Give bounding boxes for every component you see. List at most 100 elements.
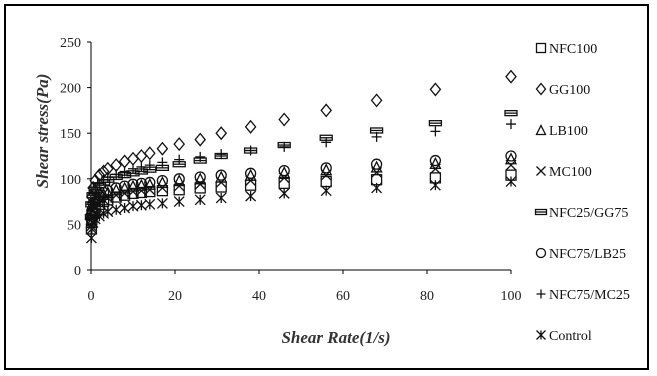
legend-item: NFC75/LB25 [535, 247, 626, 262]
data-point [110, 204, 122, 216]
legend-marker [535, 247, 547, 259]
data-point [506, 119, 516, 130]
legend-label: MC100 [549, 165, 592, 180]
x-tick-label: 20 [168, 289, 182, 304]
data-point [244, 119, 257, 134]
chart-svg: 0 50 100 150 200 250 0 20 40 60 80 100 NFC100 GG100 L… [33, 36, 630, 347]
data-point [244, 167, 257, 179]
legend-item: NFC25/GG75 [534, 206, 628, 221]
series-nfc100 [85, 169, 517, 235]
legend-marker [535, 124, 547, 136]
legend-marker [536, 330, 546, 340]
data-point [135, 177, 148, 190]
data-point [118, 180, 131, 192]
data-point [429, 179, 441, 191]
x-tick-label: 100 [501, 289, 522, 304]
legend-label: NFC25/GG75 [549, 206, 628, 221]
data-point [320, 103, 333, 118]
data-point [371, 166, 383, 178]
data-point [216, 149, 227, 160]
legend-label: NFC75/MC25 [549, 288, 630, 303]
legend-label: Control [549, 329, 592, 344]
y-tick-label: 200 [60, 82, 81, 97]
data-point [320, 185, 332, 197]
data-point [156, 197, 168, 209]
data-point [86, 223, 98, 235]
data-point [215, 169, 227, 181]
data-point [370, 93, 383, 108]
legend-item: LB100 [535, 124, 588, 139]
legend-label: GG100 [549, 83, 590, 98]
data-point [429, 163, 441, 175]
data-point [128, 163, 138, 174]
data-point [504, 152, 518, 165]
data-point [278, 177, 290, 190]
series-mc100 [85, 159, 517, 232]
data-point [504, 109, 518, 117]
data-point [278, 112, 291, 127]
data-point [194, 182, 206, 194]
data-point [110, 182, 122, 194]
legend-label: NFC100 [549, 42, 597, 57]
legend-label: NFC75/LB25 [549, 247, 626, 262]
data-point [195, 151, 206, 162]
y-axis-title: Shear stress(Pa) [33, 74, 52, 189]
legend-marker [536, 166, 546, 176]
legend-marker [535, 82, 547, 96]
data-point [245, 190, 257, 202]
data-point [430, 126, 441, 137]
data-point [278, 164, 290, 177]
legend-item: MC100 [536, 165, 592, 180]
data-point [429, 82, 442, 97]
data-point [102, 206, 114, 218]
data-point [194, 194, 206, 206]
plot-marks [84, 69, 518, 244]
x-tick-label: 80 [420, 289, 434, 304]
data-point [86, 197, 97, 208]
data-point [173, 196, 185, 208]
data-point [505, 69, 517, 84]
data-point [173, 184, 185, 196]
data-point [429, 154, 442, 167]
data-point [135, 148, 148, 164]
data-point [279, 141, 290, 152]
data-point [278, 187, 290, 199]
chart-figure: 0 50 100 150 200 250 0 20 40 60 80 100 NFC100 GG100 L… [4, 4, 649, 370]
data-point [144, 198, 156, 210]
y-tick-label: 100 [60, 173, 81, 188]
data-point [90, 182, 101, 193]
x-tick-label: 40 [252, 289, 266, 304]
data-point [505, 150, 517, 162]
y-tick-label: 150 [60, 127, 81, 142]
data-point [174, 154, 185, 165]
data-point [371, 131, 382, 142]
legend-marker [536, 289, 546, 299]
data-point [127, 151, 139, 166]
data-point [88, 188, 99, 199]
data-point [321, 137, 332, 148]
legend-item: GG100 [535, 82, 590, 98]
data-point [215, 126, 228, 141]
legend-marker [534, 208, 548, 216]
y-tick-label: 0 [74, 264, 81, 279]
legend-item: NFC75/MC25 [536, 288, 630, 303]
y-tick-label: 250 [60, 36, 81, 51]
data-point [156, 141, 169, 156]
data-point [505, 176, 517, 187]
x-tick-label: 60 [336, 289, 350, 304]
data-point [144, 160, 155, 171]
axes: 0 50 100 150 200 250 0 20 40 60 80 100 [60, 36, 522, 304]
data-point [119, 202, 131, 214]
data-point [85, 232, 97, 244]
data-point [428, 120, 443, 127]
data-point [370, 158, 383, 170]
series-nfc75-mc25 [86, 119, 516, 221]
data-point [102, 171, 113, 182]
data-point [320, 162, 332, 174]
legend-item: NFC100 [535, 42, 597, 57]
data-point [215, 181, 227, 193]
legend-label: LB100 [549, 124, 588, 139]
data-point [157, 157, 168, 168]
data-point [127, 178, 139, 190]
data-point [173, 173, 185, 185]
